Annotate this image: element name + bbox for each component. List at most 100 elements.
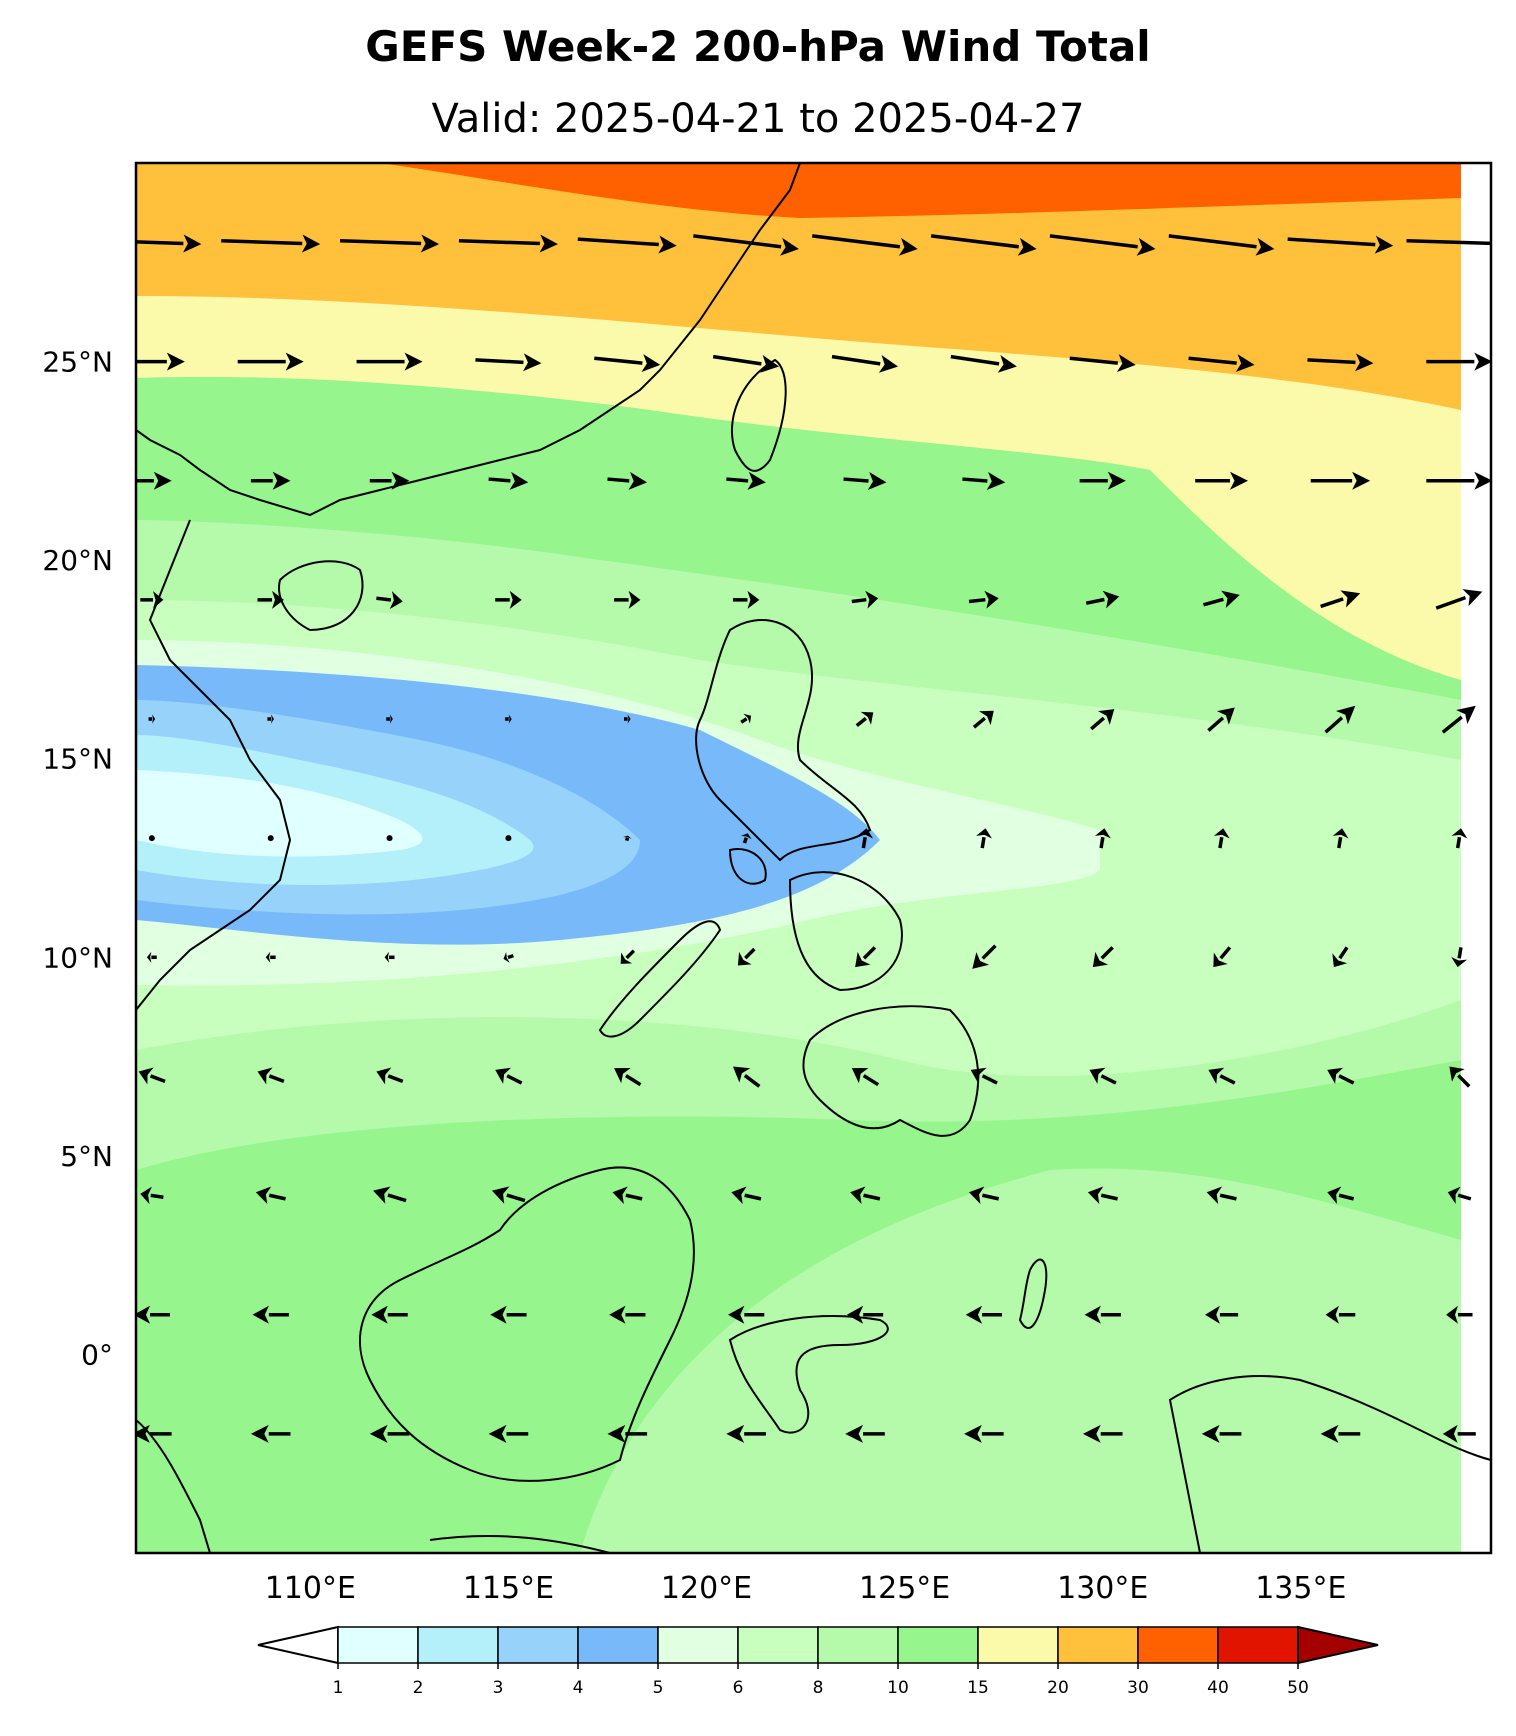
wind-arrow [850,1186,881,1205]
wind-arrow [614,590,641,609]
coastlines [136,163,1491,1553]
wind-arrow [1435,589,1483,610]
colorbar-segment [737,1626,819,1664]
wind-arrow [221,234,321,253]
wind-arrow [1089,1067,1117,1085]
wind-arrow [614,1067,642,1087]
wind-arrow [972,710,994,729]
wind-arrow [1320,1424,1361,1443]
colorbar-tick-label: 50 [1287,1678,1309,1698]
colorbar-segment [657,1626,739,1664]
wind-arrow [250,471,291,490]
wind-arrow [930,234,1037,256]
wind-arrow [146,951,157,963]
wind-arrow [136,1424,172,1443]
wind-arrow [373,1186,407,1204]
wind-arrow [1449,1066,1471,1088]
coastline-hainan [278,560,364,632]
wind-arrow [843,472,887,490]
wind-arrow [620,949,636,964]
chart-subtitle: Valid: 2025-04-21 to 2025-04-27 [431,96,1085,142]
wind-arrow [1206,1186,1237,1205]
wind-arrow [475,353,542,372]
wind-arrow [731,1186,762,1205]
colorbar-under-extension [257,1625,339,1665]
lon-tick-label: 120°E [661,1571,752,1606]
chart-title: GEFS Week-2 200-hPa Wind Total [365,22,1151,71]
wind-arrow [267,714,275,724]
wind-arrow [386,835,393,842]
wind-arrow [1451,828,1468,849]
wind-vectors [136,234,1491,1443]
coastline-taiwan [730,358,787,472]
wind-arrow [737,947,756,966]
wind-arrow [488,471,529,490]
coastline-java [429,1534,611,1553]
wind-arrow [1426,471,1491,490]
wind-band-orange [136,163,1461,410]
wind-arrow [1188,354,1255,373]
wind-arrow [623,714,631,724]
wind-band-jet-core [380,163,1461,218]
wind-arrow [1327,1186,1355,1204]
wind-arrow [257,590,284,609]
wind-arrow [490,1305,527,1324]
lat-tick-label: 25°N [42,346,113,379]
wind-arrow [1205,1305,1239,1324]
colorbar-tick-label: 8 [813,1678,824,1698]
coastline-mindoro [728,848,767,885]
wind-arrow [1332,946,1349,968]
wind-arrow [1441,705,1476,734]
lon-axis: 110°E 115°E 120°E 125°E 130°E 135°E [265,1571,1347,1606]
wind-arrow [970,1067,998,1085]
coastline-palawan [598,920,722,1038]
colorbar-tick-label: 1 [333,1678,344,1698]
wind-arrow [1207,707,1235,732]
lat-tick-label: 5°N [60,1140,113,1173]
colorbar-tick-label: 4 [573,1678,584,1698]
wind-arrow [1079,471,1126,490]
lat-axis: 25°N 20°N 15°N 10°N 5°N 0° [42,346,113,1372]
wind-arrow [267,835,274,842]
lat-tick-label: 15°N [42,743,113,776]
wind-arrow [1082,1424,1123,1443]
wind-arrow [237,352,304,371]
wind-speed-field [136,163,1491,1553]
wind-arrow [1049,234,1156,256]
map-frame [134,161,1493,1555]
wind-arrow [491,1186,526,1204]
coastline-vietnam-south [136,519,292,1011]
wind-arrow [488,1424,529,1443]
wind-arrow [257,1067,285,1085]
wind-arrow [726,471,766,490]
wind-arrow [976,828,992,849]
wind-arrow [968,590,999,609]
wind-arrow [1085,590,1120,609]
lon-tick-label: 135°E [1255,1571,1346,1606]
colorbar-segment [417,1626,499,1664]
wind-arrow [340,234,440,253]
wind-arrow [255,1186,286,1205]
wind-arrow [855,946,877,968]
lat-tick-label: 20°N [42,544,113,577]
wind-arrow [1201,1424,1242,1443]
wind-arrow [964,1424,1004,1443]
colorbar-segment [577,1626,659,1664]
coastline-mindanao [802,1005,980,1137]
colorbar-tick-label: 40 [1207,1678,1229,1698]
wind-arrow [356,352,423,371]
coastline-new-guinea [1168,1375,1491,1553]
colorbar-tick-label: 15 [967,1678,989,1698]
wind-arrow [136,234,202,253]
wind-arrow [740,833,752,844]
wind-arrow [732,1066,761,1088]
colorbar-segment [977,1626,1059,1664]
wind-arrow [384,951,395,963]
wind-arrow [972,944,997,969]
wind-arrow [1087,1186,1118,1205]
colorbar-tick-label: 30 [1127,1678,1149,1698]
wind-arrow [623,835,632,841]
wind-arrow [1094,828,1111,849]
colorbar-over-extension [1297,1625,1379,1665]
